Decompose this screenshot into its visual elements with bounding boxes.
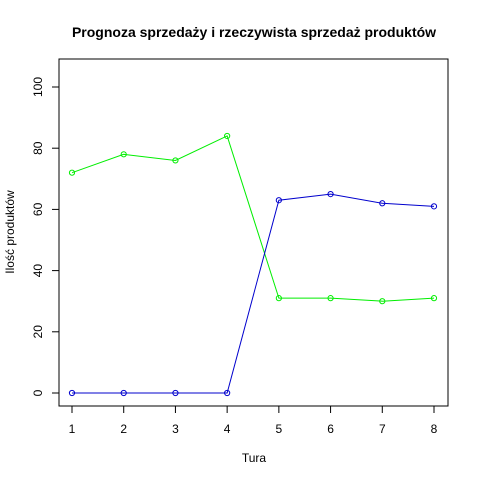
data-point [68,389,76,397]
x-axis: 1 2 3 4 5 6 7 8 [69,406,438,436]
plot-frame [58,58,449,407]
data-point [327,295,334,302]
data-point [430,295,438,302]
x-tick-label: 7 [379,422,386,436]
y-tick-label: 60 [31,202,45,216]
chart-title: Prognoza sprzedaży i rzeczywista sprzeda… [72,24,436,40]
x-axis-label: Tura [242,451,267,465]
data-point [379,298,386,305]
x-tick-label: 8 [431,422,438,436]
x-tick-label: 1 [69,422,76,436]
data-point [120,151,127,158]
data-point [275,295,282,302]
y-tick-label: 80 [31,141,45,155]
x-tick-label: 5 [276,422,283,436]
y-axis-label: Ilość produktów [3,190,17,274]
series-layer [68,132,438,397]
y-tick-label: 0 [31,389,45,396]
x-tick-label: 4 [224,422,231,436]
x-tick-label: 3 [172,422,179,436]
y-tick-label: 20 [31,325,45,339]
y-axis: 0 20 40 60 80 100 [31,77,59,396]
series-2 [68,191,438,397]
data-point [275,197,282,204]
data-point [68,169,76,176]
series-line [71,135,435,302]
x-tick-label: 6 [327,422,334,436]
y-tick-label: 40 [31,264,45,278]
data-point [327,191,334,198]
data-point [430,203,438,210]
series-line [72,193,435,394]
series-1 [68,132,438,305]
y-tick-label: 100 [31,77,45,97]
data-point [172,157,179,164]
data-point [172,389,179,397]
x-tick-label: 2 [120,422,127,436]
data-point [224,132,231,140]
data-point [120,389,127,397]
data-point [224,389,231,397]
data-point [379,200,386,207]
